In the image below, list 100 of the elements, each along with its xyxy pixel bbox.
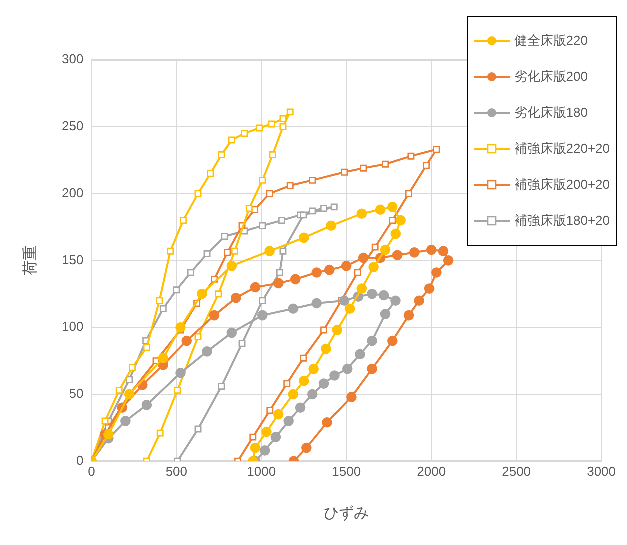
- x-tick-label: 3000: [587, 464, 616, 479]
- point: [300, 212, 308, 219]
- point: [156, 297, 164, 304]
- point: [266, 190, 274, 198]
- x-tick-label: 2000: [417, 464, 446, 479]
- y-tick-label: 250: [62, 118, 84, 134]
- point: [332, 325, 343, 336]
- point: [176, 322, 186, 333]
- point: [120, 416, 131, 426]
- point: [307, 389, 318, 400]
- point: [322, 417, 332, 428]
- y-axis-title: 荷重: [22, 246, 40, 276]
- point: [226, 260, 238, 272]
- point: [197, 289, 208, 300]
- point: [259, 297, 266, 304]
- point: [286, 108, 294, 116]
- point: [356, 284, 368, 294]
- point: [194, 333, 202, 340]
- point: [231, 248, 238, 255]
- point: [218, 152, 226, 158]
- point: [372, 244, 379, 251]
- point: [262, 426, 272, 438]
- point: [298, 232, 310, 244]
- point: [375, 204, 386, 216]
- point: [330, 204, 338, 211]
- point: [270, 432, 282, 442]
- point: [173, 286, 180, 294]
- x-tick-label: 0: [88, 464, 96, 479]
- point: [390, 296, 401, 306]
- point: [250, 442, 261, 454]
- point: [312, 298, 322, 309]
- point: [360, 164, 368, 172]
- point: [278, 217, 286, 224]
- point: [321, 344, 332, 354]
- point: [280, 248, 287, 255]
- point: [408, 152, 415, 160]
- point: [320, 326, 328, 334]
- point: [259, 222, 266, 230]
- point: [174, 387, 182, 394]
- point: [438, 246, 449, 256]
- legend-label: 補強床版220+20: [514, 140, 610, 158]
- point: [380, 309, 391, 320]
- point: [288, 389, 299, 400]
- point: [215, 290, 222, 298]
- point: [367, 336, 378, 346]
- point: [326, 220, 336, 232]
- point: [354, 269, 362, 276]
- point: [269, 152, 276, 158]
- point: [295, 402, 306, 414]
- point: [224, 249, 232, 256]
- x-tick-label: 500: [166, 464, 188, 479]
- point: [342, 364, 353, 374]
- point: [290, 274, 301, 285]
- point: [308, 364, 319, 374]
- point: [378, 290, 390, 301]
- point: [284, 416, 294, 426]
- point: [320, 205, 328, 212]
- point: [344, 304, 356, 314]
- x-axis-title: ひずみ: [324, 505, 370, 522]
- point: [102, 418, 109, 425]
- point: [390, 228, 402, 240]
- point: [273, 278, 284, 289]
- point: [302, 442, 312, 454]
- point: [280, 115, 287, 122]
- point: [180, 217, 187, 224]
- legend-label: 劣化床版180: [514, 104, 588, 122]
- point: [226, 328, 238, 338]
- point: [221, 233, 228, 240]
- point: [392, 250, 403, 260]
- point: [176, 368, 186, 378]
- point: [194, 190, 202, 198]
- point: [356, 208, 368, 220]
- point: [104, 429, 114, 440]
- point: [264, 246, 275, 256]
- point: [358, 252, 369, 264]
- point: [256, 124, 264, 132]
- point: [259, 176, 266, 184]
- point: [238, 340, 246, 348]
- point: [396, 215, 406, 226]
- point: [250, 282, 261, 293]
- point: [209, 310, 220, 321]
- y-tick-label: 100: [62, 319, 84, 334]
- point: [182, 336, 192, 346]
- y-tick-label: 0: [76, 452, 84, 468]
- point: [367, 364, 378, 374]
- point: [129, 364, 136, 372]
- point: [286, 182, 294, 190]
- point: [312, 268, 322, 278]
- point: [388, 202, 398, 212]
- point: [318, 378, 330, 389]
- point: [142, 400, 152, 410]
- point: [266, 407, 274, 414]
- point: [380, 244, 391, 256]
- point: [207, 170, 214, 178]
- x-tick-label: 1000: [247, 464, 276, 479]
- point: [126, 376, 134, 384]
- x-tick-label: 2500: [502, 464, 532, 479]
- point: [443, 256, 454, 266]
- point: [298, 376, 310, 386]
- point: [300, 354, 308, 362]
